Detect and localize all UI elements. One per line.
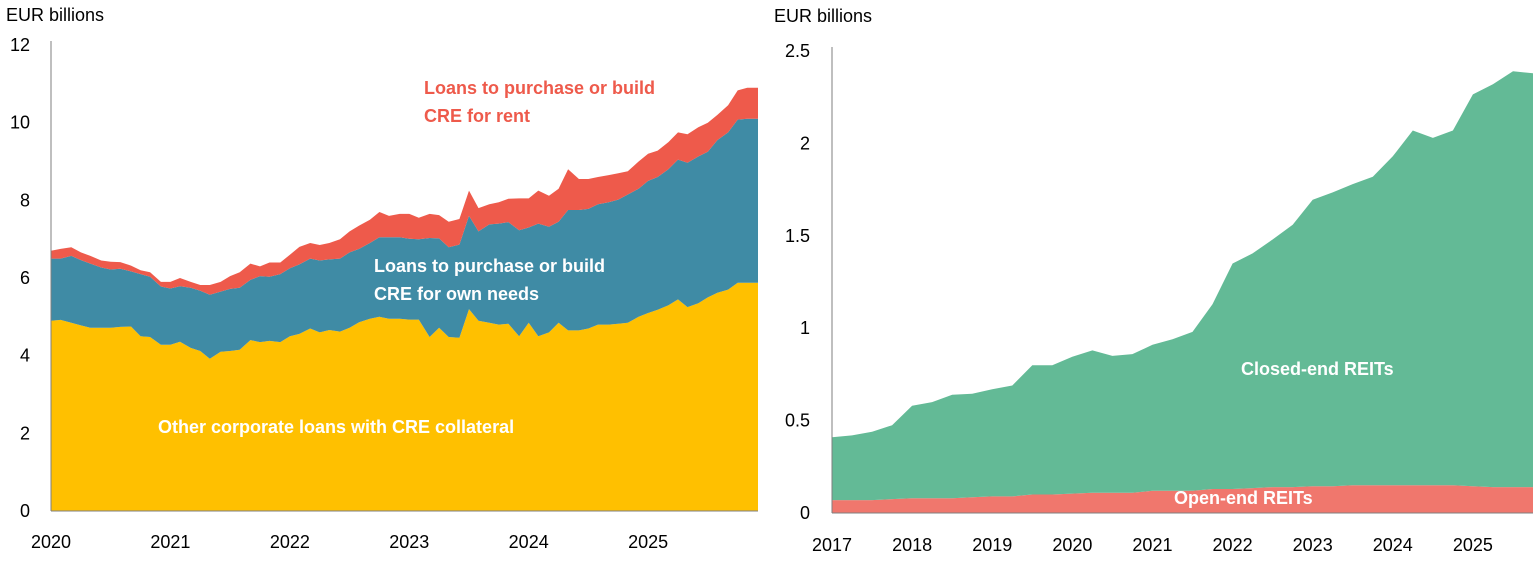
y-tick-label: 0 [800, 503, 810, 523]
right-chart-panel: EUR billions 0 0.5 1 1.5 2 2.5 2017 2018 2019 20… [770, 0, 1540, 558]
left-areas [51, 87, 758, 511]
x-tick-label: 2020 [31, 532, 71, 552]
y-tick-label: 0 [20, 501, 30, 521]
left-y-axis-unit-label: EUR billions [6, 5, 104, 25]
y-tick-label: 1 [800, 318, 810, 338]
area-loans-to-purchase-or-build-cre-for-rent [51, 87, 758, 295]
label-closed-end-reits: Closed-end REITs [1241, 359, 1394, 379]
y-tick-label: 8 [20, 190, 30, 210]
left-axes [50, 41, 758, 512]
label-open-end-reits: Open-end REITs [1174, 488, 1313, 508]
x-tick-label: 2023 [389, 532, 429, 552]
x-tick-label: 2022 [1213, 535, 1253, 555]
label-loans-own-needs-line2: CRE for own needs [374, 284, 539, 304]
label-loans-for-rent-line2: CRE for rent [424, 106, 530, 126]
area-closed-end-reits [832, 71, 1533, 501]
y-tick-label: 2 [800, 133, 810, 153]
right-x-tick-labels: 2017 2018 2019 2020 2021 2022 2023 2024 2025 [812, 535, 1493, 555]
right-y-tick-labels: 0 0.5 1 1.5 2 2.5 [785, 41, 810, 523]
right-area-chart: EUR billions 00.511.522.5 2017 2018 2019 20… [774, 6, 1533, 555]
area-open-end-reits [832, 485, 1533, 513]
y-tick-label: 12 [10, 35, 30, 55]
x-tick-label: 2024 [1373, 535, 1413, 555]
x-tick-label: 2025 [1453, 535, 1493, 555]
x-tick-label: 2018 [892, 535, 932, 555]
left-x-tick-labels: 2020 2021 2022 2023 2024 2025 [31, 532, 668, 552]
x-tick-label: 2022 [270, 532, 310, 552]
area-loans-to-purchase-or-build-cre-for-own-needs [51, 118, 758, 359]
right-areas [832, 71, 1533, 513]
right-y-axis-unit-label: EUR billions [774, 6, 872, 26]
x-tick-label: 2019 [972, 535, 1012, 555]
label-loans-for-rent-line1: Loans to purchase or build [424, 78, 655, 98]
x-tick-label: 2023 [1293, 535, 1333, 555]
y-tick-label: 0.5 [785, 411, 810, 431]
left-chart-panel: EUR billions 0 2 4 6 8 10 12 2020 2021 2022 2023 2… [0, 0, 770, 558]
x-tick-label: 2021 [1132, 535, 1172, 555]
y-tick-label: 10 [10, 113, 30, 133]
y-tick-label: 6 [20, 268, 30, 288]
x-tick-label: 2025 [628, 532, 668, 552]
y-tick-label: 1.5 [785, 226, 810, 246]
y-tick-label: 2 [20, 423, 30, 443]
label-other-corporate-loans: Other corporate loans with CRE collatera… [158, 417, 514, 437]
x-tick-label: 2024 [509, 532, 549, 552]
right-axes [831, 47, 1533, 514]
x-tick-label: 2021 [150, 532, 190, 552]
x-tick-label: 2017 [812, 535, 852, 555]
y-tick-label: 2.5 [785, 41, 810, 61]
left-y-tick-labels: 0 2 4 6 8 10 12 [10, 35, 30, 521]
x-tick-label: 2020 [1052, 535, 1092, 555]
area-other-corporate-loans-with-cre-collateral [51, 282, 758, 511]
label-loans-own-needs-line1: Loans to purchase or build [374, 256, 605, 276]
y-tick-label: 4 [20, 346, 30, 366]
